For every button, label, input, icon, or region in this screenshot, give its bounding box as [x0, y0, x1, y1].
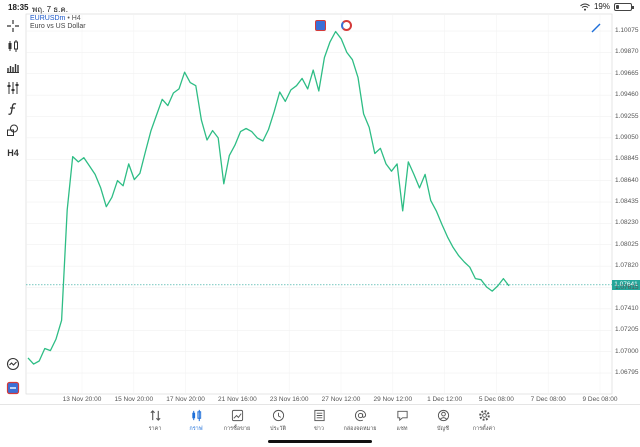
- mailbox-icon: [354, 410, 366, 422]
- x-tick-label: 21 Nov 16:00: [218, 396, 257, 403]
- account-icon: [437, 409, 449, 422]
- objects-icon[interactable]: [4, 80, 22, 96]
- tab-label: การซื้อขาย: [223, 426, 251, 432]
- y-tick-label: 1.10075: [615, 27, 639, 34]
- tab-news[interactable]: ข่าว: [299, 409, 339, 433]
- tab-label: กล่องจดหมาย: [343, 426, 377, 432]
- price-line: [27, 30, 510, 365]
- x-tick-label: 5 Dec 08:00: [478, 396, 514, 403]
- tab-account[interactable]: บัญชี: [423, 409, 463, 433]
- x-tick-label: 1 Dec 12:00: [427, 396, 463, 403]
- autoscroll-icon[interactable]: [4, 356, 22, 372]
- timeframe-button[interactable]: H4: [7, 148, 19, 158]
- status-time: 18:35: [8, 3, 29, 12]
- y-tick-label: 1.09460: [615, 91, 639, 99]
- y-tick-label: 1.09050: [615, 133, 639, 141]
- status-date: พฤ. 7 ธ.ค.: [32, 5, 68, 14]
- news-icon: [313, 409, 325, 422]
- quick-trade-button[interactable]: [315, 20, 326, 31]
- symbol-description: Euro vs US Dollar: [30, 23, 86, 30]
- y-tick-label: 1.06795: [615, 369, 639, 376]
- y-tick-label: 1.07000: [615, 347, 639, 355]
- tab-chat[interactable]: แชท: [382, 409, 422, 433]
- x-tick-label: 9 Dec 08:00: [582, 396, 618, 403]
- function-icon[interactable]: [4, 101, 22, 117]
- status-bar: 18:35 พฤ. 7 ธ.ค. 19%: [0, 0, 640, 14]
- battery-icon: [614, 2, 634, 11]
- trade-toggle-button[interactable]: [341, 20, 352, 31]
- chart-frame: [25, 13, 613, 395]
- tab-mailbox[interactable]: กล่องจดหมาย: [340, 409, 380, 433]
- settings-icon: [478, 410, 490, 421]
- x-tick-label: 27 Nov 12:00: [321, 396, 361, 403]
- tab-label: ประวัติ: [269, 426, 287, 432]
- y-tick-label: 1.09870: [615, 48, 639, 56]
- y-tick-label: 1.09665: [615, 69, 639, 77]
- x-tick-label: 23 Nov 16:00: [269, 396, 309, 403]
- tab-label: การตั้งค่า: [472, 426, 496, 432]
- chart-icon: [191, 409, 201, 422]
- y-tick-label: 1.07820: [615, 262, 639, 270]
- battery-percent: 19%: [593, 2, 610, 11]
- y-tick-label: 1.07410: [615, 304, 639, 312]
- chat-icon: [396, 410, 408, 422]
- y-tick-label: 1.08025: [615, 240, 639, 248]
- tab-label: บัญชี: [437, 426, 449, 432]
- tab-chart[interactable]: กราฟ: [176, 409, 216, 433]
- battery-fill: [616, 4, 619, 9]
- tab-label: กราฟ: [189, 426, 203, 432]
- tab-trade[interactable]: การซื้อขาย: [217, 409, 257, 433]
- trade-icon: [231, 409, 243, 422]
- x-tick-label: 15 Nov 20:00: [114, 396, 154, 403]
- tab-history[interactable]: ประวัติ: [258, 409, 298, 433]
- symbol-title[interactable]: EURUSDm • H4: [30, 15, 81, 22]
- y-tick-label: 1.09255: [615, 112, 639, 120]
- y-tick-label: 1.08845: [615, 155, 639, 163]
- current-price-label: 1.07641: [612, 279, 640, 290]
- x-tick-label: 29 Nov 12:00: [373, 396, 413, 403]
- indicators-icon[interactable]: [4, 59, 22, 75]
- symbol-name: EURUSDm: [30, 15, 66, 22]
- symbol-separator: •: [67, 15, 70, 22]
- tab-label: ราคา: [148, 426, 162, 432]
- x-tick-label: 13 Nov 20:00: [62, 396, 102, 403]
- bottom-tab-bar: ราคา กราฟ การซื้อขาย ประวัติ ข่าว กล่องจ…: [0, 404, 640, 447]
- x-tick-label: 7 Dec 08:00: [530, 396, 566, 403]
- left-toolbar: H4: [0, 14, 26, 404]
- status-right: 19%: [580, 2, 634, 11]
- pencil-icon[interactable]: [590, 22, 602, 34]
- y-tick-label: 1.07205: [615, 326, 639, 334]
- one-click-trading-icon[interactable]: [4, 380, 22, 396]
- tab-label: แชท: [396, 426, 408, 432]
- quotes-icon: [149, 410, 161, 421]
- y-tick-label: 1.08640: [615, 176, 639, 184]
- tab-label: ข่าว: [314, 426, 324, 432]
- y-tick-label: 1.08230: [615, 219, 639, 227]
- wifi-icon: [580, 3, 590, 11]
- y-tick-label: 1.07615: [615, 283, 639, 291]
- candles-icon[interactable]: [4, 38, 22, 54]
- shapes-icon[interactable]: [4, 122, 22, 138]
- tab-quotes[interactable]: ราคา: [135, 409, 175, 433]
- y-tick-label: 1.08435: [615, 198, 639, 205]
- x-tick-label: 17 Nov 20:00: [166, 396, 205, 403]
- symbol-timeframe: H4: [71, 15, 81, 22]
- history-icon: [272, 409, 284, 422]
- crosshair-icon[interactable]: [4, 18, 22, 34]
- price-chart[interactable]: [0, 0, 640, 404]
- home-indicator: [268, 440, 372, 443]
- tab-settings[interactable]: การตั้งค่า: [464, 409, 504, 433]
